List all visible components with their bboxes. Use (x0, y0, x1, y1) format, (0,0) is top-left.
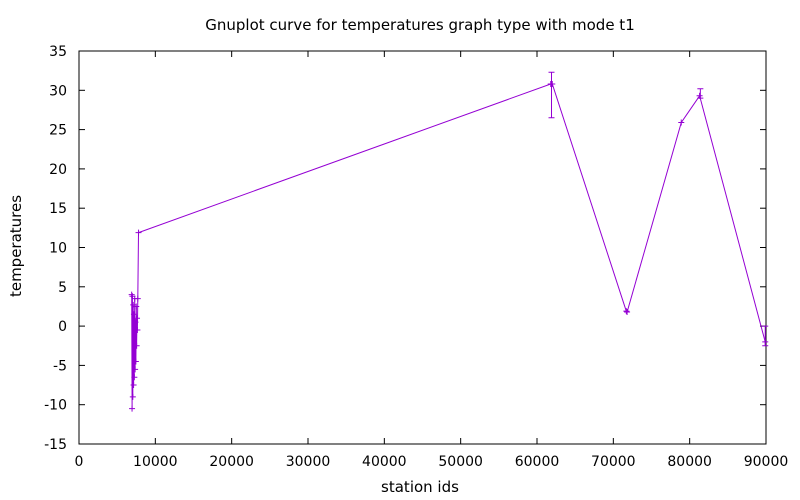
y-tick-label: -10 (44, 398, 67, 414)
y-tick-label: 25 (49, 123, 67, 139)
data-point (133, 303, 140, 310)
data-point (132, 366, 139, 373)
data-point (678, 119, 685, 126)
y-tick-label: 0 (58, 319, 67, 335)
error-bars (548, 71, 769, 347)
x-axis-ticks: 0 10000 20000 30000 40000 50000 60000 70000 8000… (75, 51, 789, 470)
y-tick-label: 15 (49, 201, 67, 217)
x-axis-label: station ids (381, 478, 459, 496)
y-tick-label: -5 (53, 358, 67, 374)
data-point (130, 382, 137, 389)
data-point (134, 295, 141, 302)
series-line (131, 83, 766, 409)
x-tick-label: 30000 (286, 454, 331, 470)
data-point (762, 338, 769, 345)
error-bar (548, 71, 555, 119)
y-axis-ticks: -15 -10 -5 0 5 10 15 20 25 30 35 (44, 44, 766, 453)
y-tick-label: 30 (49, 83, 67, 99)
data-point (624, 308, 631, 315)
x-tick-label: 60000 (515, 454, 560, 470)
y-tick-label: 5 (58, 280, 67, 296)
data-point (133, 342, 140, 349)
data-point (134, 327, 141, 334)
data-point (132, 319, 139, 326)
data-point (132, 358, 139, 365)
data-point (134, 315, 141, 322)
x-tick-label: 40000 (362, 454, 407, 470)
x-tick-label: 80000 (667, 454, 712, 470)
x-tick-label: 50000 (438, 454, 483, 470)
data-point (130, 311, 137, 318)
y-tick-label: 20 (49, 162, 67, 178)
x-tick-label: 90000 (744, 454, 789, 470)
temperature-series (128, 81, 769, 412)
data-point (696, 92, 703, 99)
data-point (135, 229, 142, 236)
data-point (623, 308, 630, 315)
y-tick-label: 10 (49, 241, 67, 257)
x-tick-label: 20000 (209, 454, 254, 470)
chart-title: Gnuplot curve for temperatures graph typ… (205, 16, 635, 34)
y-axis-label: temperatures (7, 195, 25, 297)
y-tick-label: -15 (44, 437, 67, 453)
y-tick-label: 35 (49, 44, 67, 60)
data-point (131, 374, 138, 381)
x-tick-label: 0 (75, 454, 84, 470)
data-point (130, 301, 137, 308)
data-point (549, 81, 556, 88)
data-point (129, 405, 136, 412)
data-point (128, 291, 135, 298)
plot-frame (78, 50, 767, 445)
data-point (129, 393, 136, 400)
x-tick-label: 10000 (133, 454, 178, 470)
x-tick-label: 70000 (591, 454, 636, 470)
